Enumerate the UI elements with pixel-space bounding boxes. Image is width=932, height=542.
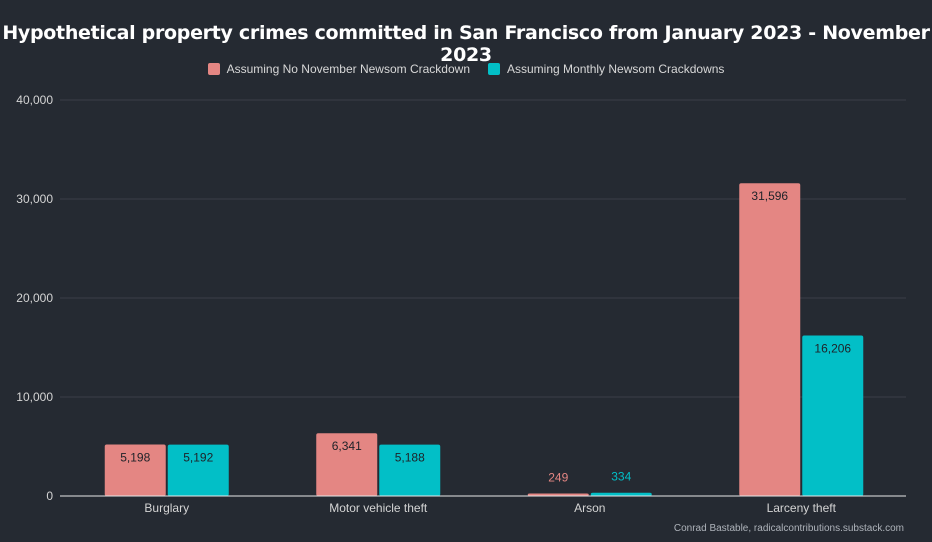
x-tick-label: Arson — [574, 501, 605, 515]
legend-item-monthly-crackdowns[interactable]: Assuming Monthly Newsom Crackdowns — [488, 62, 724, 76]
bar — [316, 433, 378, 496]
data-label: 16,206 — [814, 342, 851, 356]
bar — [739, 183, 801, 497]
chart-title: Hypothetical property crimes committed i… — [2, 22, 930, 66]
y-tick-label: 30,000 — [16, 192, 53, 206]
bar — [802, 335, 864, 496]
bar — [590, 492, 652, 496]
legend-swatch-monthly-crackdowns — [488, 63, 500, 75]
legend-swatch-no-crackdown — [207, 63, 220, 75]
x-tick-label: Larceny theft — [767, 501, 837, 515]
bar — [167, 444, 229, 496]
data-label: 31,596 — [751, 189, 788, 203]
y-tick-label: 20,000 — [16, 291, 53, 305]
legend-item-no-crackdown[interactable]: Assuming No November Newsom Crackdown — [207, 62, 470, 76]
legend: Assuming No November Newsom Crackdown As… — [0, 62, 932, 76]
x-tick-label: Burglary — [144, 501, 189, 515]
bar — [527, 493, 589, 496]
data-label: 334 — [611, 470, 631, 484]
data-label: 5,188 — [395, 451, 425, 465]
data-label: 249 — [548, 471, 568, 485]
data-label: 6,341 — [332, 439, 362, 453]
y-tick-label: 40,000 — [16, 93, 53, 107]
data-label: 5,192 — [183, 451, 213, 465]
source-credit: Conrad Bastable, radicalcontributions.su… — [673, 523, 904, 534]
y-tick-label: 10,000 — [16, 390, 53, 404]
bar — [104, 444, 166, 496]
x-tick-label: Motor vehicle theft — [329, 501, 428, 515]
data-label: 5,198 — [120, 451, 150, 465]
legend-label-no-crackdown: Assuming No November Newsom Crackdown — [226, 62, 470, 76]
y-tick-label: 0 — [46, 489, 53, 503]
legend-label-monthly-crackdowns: Assuming Monthly Newsom Crackdowns — [507, 62, 725, 76]
bar — [379, 444, 441, 496]
